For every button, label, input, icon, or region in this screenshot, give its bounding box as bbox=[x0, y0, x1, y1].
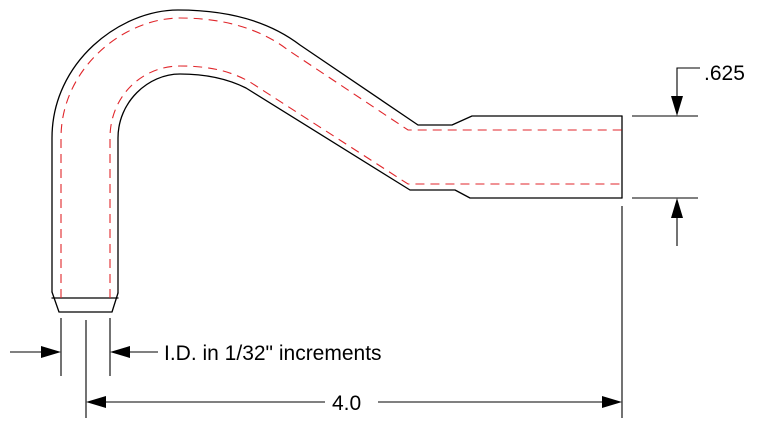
dim-id-arrow-right bbox=[110, 346, 130, 358]
dim-length-label: 4.0 bbox=[332, 392, 361, 415]
tube-inner-contour bbox=[117, 73, 623, 294]
dim-625-leader bbox=[676, 67, 700, 96]
tube-bottom-chamfer bbox=[51, 291, 119, 313]
centerline-outer bbox=[60, 17, 622, 298]
dim-625-arrow-top bbox=[671, 96, 683, 116]
dim-625-arrow-bottom bbox=[671, 198, 683, 218]
dim-id-arrow-left bbox=[41, 346, 61, 358]
dim-625-label: .625 bbox=[704, 62, 745, 85]
dim-length-arrow-left bbox=[86, 396, 106, 408]
dim-id-label: I.D. in 1/32" increments bbox=[164, 342, 382, 365]
tube-outer-contour bbox=[51, 9, 623, 293]
centerline-inner bbox=[109, 65, 622, 298]
dim-length-arrow-right bbox=[602, 396, 622, 408]
